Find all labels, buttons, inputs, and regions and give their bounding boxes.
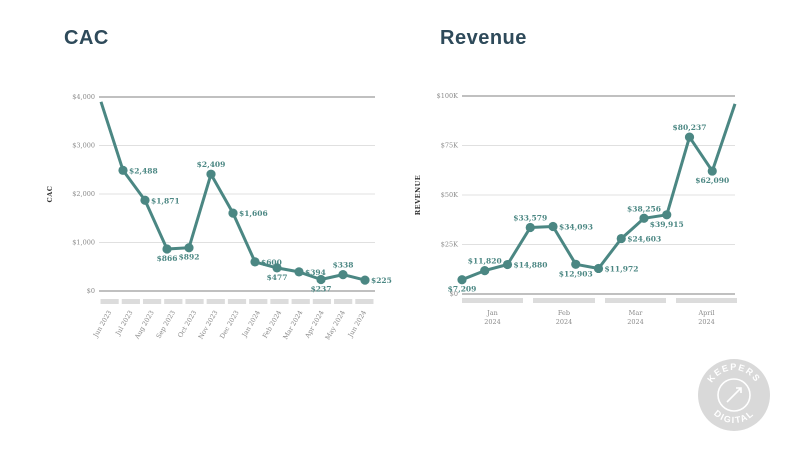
- cac-data-point: [206, 169, 216, 179]
- cac-data-label: $394: [305, 268, 326, 277]
- cac-y-tick-label: $2,000: [72, 190, 95, 198]
- revenue-x-group-band: [533, 298, 595, 303]
- revenue-chart-title: Revenue: [440, 27, 527, 49]
- cac-data-label: $1,606: [239, 209, 268, 218]
- revenue-y-tick-label: $25K: [441, 241, 458, 249]
- revenue-data-label: $12,903: [559, 269, 593, 278]
- revenue-data-label: $80,237: [673, 123, 707, 132]
- cac-data-point: [228, 208, 238, 218]
- cac-data-point: [250, 257, 260, 267]
- cac-data-point: [272, 263, 282, 273]
- cac-x-tick-band: [206, 299, 225, 304]
- cac-y-tick-label: $1,000: [72, 239, 95, 247]
- cac-data-point: [184, 243, 194, 253]
- cac-y-tick-label: $3,000: [72, 142, 95, 150]
- revenue-data-label: $11,972: [605, 264, 639, 273]
- cac-x-tick-band: [142, 299, 162, 304]
- revenue-y-axis-title: REVENUE: [414, 175, 422, 215]
- cac-x-tick-band: [185, 299, 204, 304]
- revenue-x-group-month: Jan: [486, 309, 498, 317]
- cac-y-tick-label: $0: [87, 287, 95, 295]
- cac-x-tick-band: [121, 299, 140, 304]
- revenue-data-point: [525, 222, 535, 233]
- revenue-x-group-month: April: [697, 309, 714, 317]
- cac-y-axis-title: CAC: [46, 186, 54, 203]
- cac-x-tick-band: [355, 299, 374, 304]
- cac-x-tick-band: [249, 299, 268, 304]
- revenue-data-point: [548, 221, 558, 232]
- cac-data-label: $600: [261, 258, 282, 267]
- revenue-data-point: [571, 259, 581, 269]
- cac-x-tick-band: [270, 299, 289, 304]
- revenue-data-point: [457, 275, 467, 285]
- keepers-digital-logo: KEEPERS DIGITAL: [698, 359, 770, 431]
- revenue-x-group-month: Mar: [629, 309, 644, 317]
- revenue-data-point: [662, 210, 672, 220]
- cac-x-tick-band: [100, 299, 119, 304]
- cac-data-label: $1,871: [151, 196, 180, 205]
- cac-x-tick-band: [334, 299, 353, 304]
- cac-data-label: $866: [157, 254, 178, 263]
- cac-data-point: [338, 270, 348, 280]
- revenue-data-label: $34,093: [559, 222, 593, 231]
- revenue-x-group-year: 2024: [556, 318, 573, 326]
- cac-data-point: [118, 165, 128, 175]
- cac-x-tick-band: [291, 299, 310, 304]
- cac-data-point: [162, 244, 172, 254]
- revenue-data-point: [593, 263, 604, 274]
- revenue-data-point: [707, 166, 717, 176]
- revenue-y-tick-label: $0: [450, 290, 458, 298]
- revenue-x-group-band: [605, 298, 666, 303]
- revenue-data-label: $24,603: [627, 235, 661, 244]
- revenue-data-label: $33,579: [513, 214, 547, 223]
- revenue-x-group-band: [462, 298, 523, 303]
- revenue-x-group-month: Feb: [558, 309, 570, 317]
- revenue-x-group-year: 2024: [627, 318, 644, 326]
- revenue-data-label: $7,209: [448, 285, 477, 294]
- revenue-data-point: [480, 265, 490, 276]
- revenue-x-group-year: 2024: [698, 318, 715, 326]
- cac-data-label: $477: [267, 273, 288, 282]
- cac-data-point: [140, 195, 150, 205]
- cac-chart-title: CAC: [64, 27, 109, 49]
- revenue-x-group-band: [676, 298, 737, 303]
- revenue-y-tick-label: $50K: [441, 191, 458, 199]
- cac-data-point: [360, 275, 370, 285]
- cac-x-tick-band: [312, 299, 332, 304]
- revenue-x-group-year: 2024: [484, 318, 501, 326]
- revenue-data-point: [684, 132, 695, 142]
- cac-data-label: $2,409: [197, 160, 226, 169]
- revenue-data-label: $62,090: [695, 176, 729, 185]
- cac-x-tick-band: [164, 299, 183, 304]
- revenue-y-tick-label: $100K: [437, 92, 459, 100]
- revenue-data-point: [502, 259, 513, 270]
- cac-data-label: $237: [311, 285, 332, 294]
- cac-data-label: $892: [179, 253, 200, 262]
- revenue-data-label: $11,820: [468, 257, 502, 266]
- cac-data-label: $338: [333, 261, 354, 270]
- revenue-y-tick-label: $75K: [441, 142, 458, 150]
- revenue-data-point: [639, 213, 649, 223]
- cac-data-label: $2,488: [129, 166, 158, 175]
- cac-data-label: $225: [371, 276, 392, 285]
- revenue-data-label: $39,915: [650, 220, 684, 229]
- revenue-data-point: [616, 233, 626, 244]
- cac-x-tick-band: [227, 299, 247, 304]
- revenue-data-label: $14,880: [514, 261, 548, 270]
- cac-y-tick-label: $4,000: [72, 93, 95, 101]
- cac-data-point: [316, 274, 326, 285]
- cac-data-point: [294, 267, 304, 277]
- revenue-data-label: $38,256: [627, 204, 661, 213]
